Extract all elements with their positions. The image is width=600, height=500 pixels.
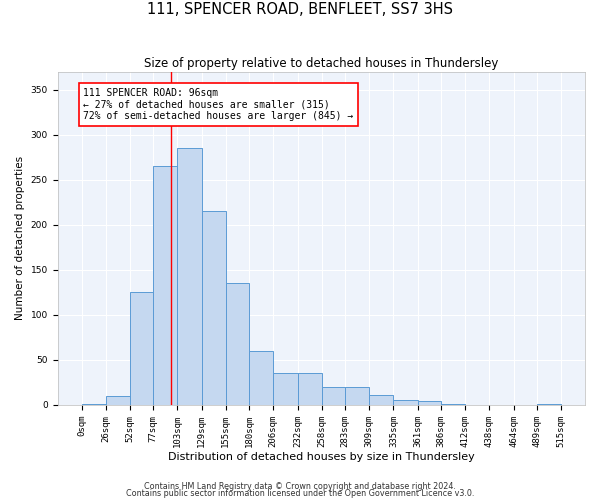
Text: Contains HM Land Registry data © Crown copyright and database right 2024.: Contains HM Land Registry data © Crown c… (144, 482, 456, 491)
Text: Contains public sector information licensed under the Open Government Licence v3: Contains public sector information licen… (126, 489, 474, 498)
Bar (394, 400, 418, 405)
Bar (441, 404, 465, 405)
Bar (298, 374, 322, 405)
Bar (178, 148, 202, 405)
Bar (106, 396, 130, 405)
Bar (345, 387, 369, 405)
Bar (322, 387, 345, 405)
Bar (537, 404, 561, 405)
Bar (249, 351, 274, 405)
X-axis label: Distribution of detached houses by size in Thundersley: Distribution of detached houses by size … (168, 452, 475, 462)
Bar (82, 404, 106, 405)
Bar (130, 292, 153, 405)
Text: 111, SPENCER ROAD, BENFLEET, SS7 3HS: 111, SPENCER ROAD, BENFLEET, SS7 3HS (147, 2, 453, 18)
Bar (226, 284, 249, 405)
Bar (369, 395, 394, 405)
Title: Size of property relative to detached houses in Thundersley: Size of property relative to detached ho… (144, 58, 499, 70)
Text: 111 SPENCER ROAD: 96sqm
← 27% of detached houses are smaller (315)
72% of semi-d: 111 SPENCER ROAD: 96sqm ← 27% of detache… (83, 88, 353, 121)
Y-axis label: Number of detached properties: Number of detached properties (15, 156, 25, 320)
Bar (274, 374, 298, 405)
Bar (202, 212, 226, 405)
Bar (418, 402, 441, 405)
Bar (153, 166, 178, 405)
